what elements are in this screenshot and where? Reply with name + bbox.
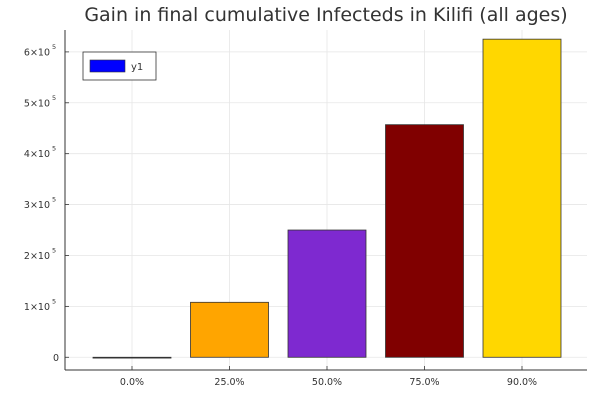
x-tick-label: 75.0% (409, 377, 439, 388)
legend: y1 (82, 51, 157, 81)
y-tick-label: 0 (53, 353, 59, 364)
y-tick-label: 4×10 (24, 149, 50, 160)
y-tick-label: 5×10 (24, 98, 50, 109)
bar-3 (385, 124, 464, 358)
chart-title: Gain in final cumulative Infecteds in Ki… (84, 4, 567, 26)
y-tick-label: 3×10 (24, 200, 50, 211)
x-tick-label: 0.0% (120, 377, 144, 388)
x-tick-label: 90.0% (507, 377, 537, 388)
y-tick-label: 1×10 (24, 302, 50, 313)
legend-swatch (89, 59, 126, 73)
bar-2 (287, 229, 367, 358)
x-tick-label: 25.0% (214, 377, 244, 388)
y-tick-label: 2×10 (24, 251, 50, 262)
y-tick-exponent: 5 (52, 297, 56, 305)
y-tick-exponent: 5 (52, 145, 56, 153)
bar-1 (190, 301, 269, 358)
y-tick-exponent: 5 (52, 246, 56, 254)
y-tick-exponent: 5 (52, 196, 56, 204)
y-tick-exponent: 5 (52, 43, 56, 51)
bar-4 (482, 38, 562, 358)
bar-0 (92, 356, 172, 359)
legend-label: y1 (131, 62, 143, 73)
x-tick-label: 50.0% (312, 377, 342, 388)
y-tick-exponent: 5 (52, 94, 56, 102)
bars (92, 38, 562, 359)
y-tick-label: 6×10 (24, 47, 50, 58)
